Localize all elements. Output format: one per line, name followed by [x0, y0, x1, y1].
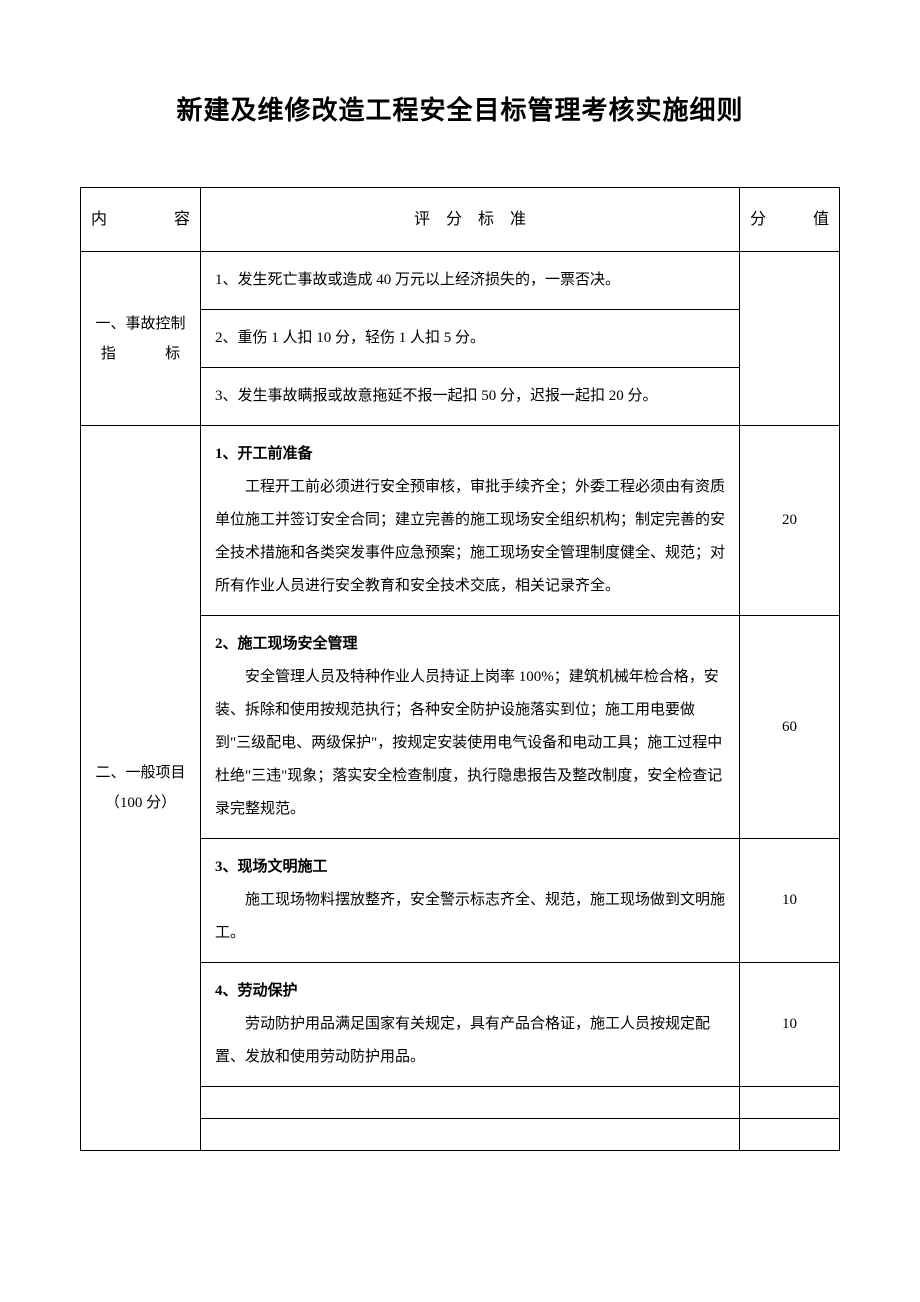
section2-item1-score: 20 [740, 426, 840, 616]
empty-criteria [201, 1087, 740, 1119]
document-title: 新建及维修改造工程安全目标管理考核实施细则 [80, 90, 840, 127]
section1-label: 一、事故控制 指 标 [81, 252, 201, 426]
empty-criteria [201, 1119, 740, 1151]
empty-score [740, 1087, 840, 1119]
empty-score [740, 1119, 840, 1151]
table-row: 一、事故控制 指 标 1、发生死亡事故或造成 40 万元以上经济损失的，一票否决… [81, 252, 840, 310]
section2-item1: 1、开工前准备 工程开工前必须进行安全预审核，审批手续齐全；外委工程必须由有资质… [201, 426, 740, 616]
section2-item4-score: 10 [740, 963, 840, 1087]
table-header-row: 内 容 评 分 标 准 分 值 [81, 188, 840, 252]
header-criteria: 评 分 标 准 [201, 188, 740, 252]
section1-item2: 2、重伤 1 人扣 10 分，轻伤 1 人扣 5 分。 [201, 310, 740, 368]
section2-label: 二、一般项目 （100 分） [81, 426, 201, 1151]
header-category: 内 容 [81, 188, 201, 252]
section2-item2: 2、施工现场安全管理 安全管理人员及特种作业人员持证上岗率 100%；建筑机械年… [201, 616, 740, 839]
section2-item3: 3、现场文明施工 施工现场物料摆放整齐，安全警示标志齐全、规范，施工现场做到文明… [201, 839, 740, 963]
section2-item3-score: 10 [740, 839, 840, 963]
table-row: 二、一般项目 （100 分） 1、开工前准备 工程开工前必须进行安全预审核，审批… [81, 426, 840, 616]
assessment-table: 内 容 评 分 标 准 分 值 一、事故控制 指 标 1、发生死亡事故或造成 4… [80, 187, 840, 1151]
header-score: 分 值 [740, 188, 840, 252]
section1-score [740, 252, 840, 426]
section1-item3: 3、发生事故瞒报或故意拖延不报一起扣 50 分，迟报一起扣 20 分。 [201, 368, 740, 426]
section1-item1: 1、发生死亡事故或造成 40 万元以上经济损失的，一票否决。 [201, 252, 740, 310]
section2-item2-score: 60 [740, 616, 840, 839]
section2-item4: 4、劳动保护 劳动防护用品满足国家有关规定，具有产品合格证，施工人员按规定配置、… [201, 963, 740, 1087]
